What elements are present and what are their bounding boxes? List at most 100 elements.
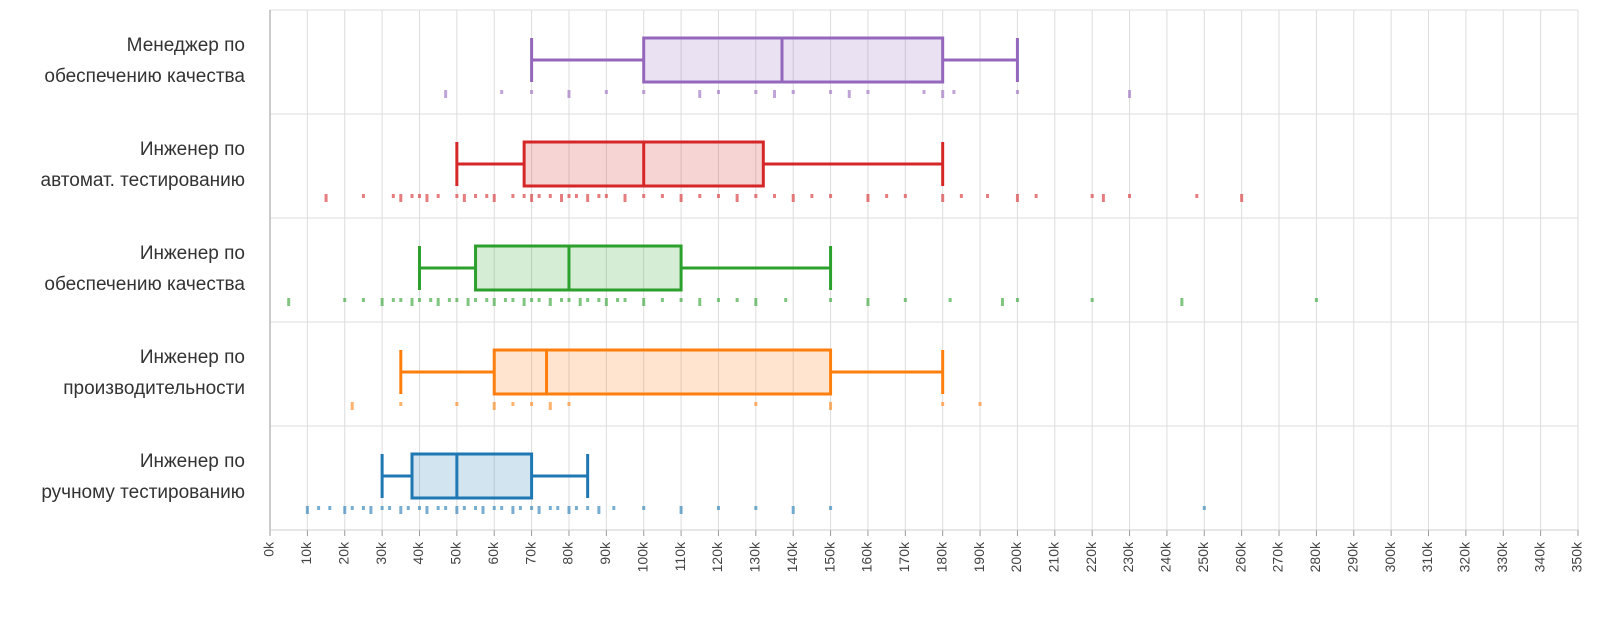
grid-lines xyxy=(269,9,1579,531)
data-point xyxy=(417,194,421,198)
data-point xyxy=(597,298,601,302)
data-point xyxy=(1128,194,1132,198)
series-3 xyxy=(350,348,982,410)
x-tick-label: 130k xyxy=(747,541,763,572)
data-point xyxy=(537,506,541,514)
data-point xyxy=(417,506,421,510)
data-point xyxy=(1034,194,1038,198)
category-label: Инженер по xyxy=(140,451,245,472)
x-tick-label: 140k xyxy=(784,541,800,572)
data-point xyxy=(429,298,433,302)
data-point xyxy=(474,298,478,302)
category-label: производительности xyxy=(63,378,245,399)
data-point xyxy=(773,194,777,198)
x-tick-label: 190k xyxy=(971,541,987,572)
category-label: Инженер по xyxy=(140,347,245,368)
data-point xyxy=(642,506,646,510)
data-point xyxy=(948,298,952,302)
data-point xyxy=(492,194,496,202)
data-point xyxy=(952,90,956,94)
data-point xyxy=(324,194,328,202)
x-tick-label: 170k xyxy=(896,541,912,572)
data-point xyxy=(866,298,870,306)
data-point xyxy=(941,194,945,202)
data-point xyxy=(492,402,496,410)
data-point xyxy=(791,194,795,202)
data-point xyxy=(388,506,392,510)
data-point xyxy=(537,194,541,198)
data-point xyxy=(567,298,571,302)
data-point xyxy=(399,402,403,406)
category-rows xyxy=(287,36,1318,514)
category-label: Инженер по xyxy=(140,243,245,264)
iqr-box xyxy=(410,452,534,500)
data-point xyxy=(380,506,384,510)
series-2 xyxy=(287,244,1318,306)
category-label: ручному тестированию xyxy=(41,482,245,503)
data-point xyxy=(417,298,421,302)
data-point xyxy=(462,194,466,202)
data-point xyxy=(444,506,448,510)
x-tick-label: 270k xyxy=(1270,541,1286,572)
data-point xyxy=(754,298,758,306)
category-label: Менеджер по xyxy=(127,35,245,56)
data-point xyxy=(548,506,552,510)
data-point xyxy=(574,506,578,510)
data-point xyxy=(1000,298,1004,306)
data-point xyxy=(586,298,590,302)
x-tick-label: 90k xyxy=(597,541,613,565)
x-tick-label: 250k xyxy=(1195,541,1211,572)
data-point xyxy=(1180,298,1184,306)
data-point xyxy=(1015,298,1019,302)
data-point xyxy=(623,298,627,302)
x-tick-label: 70k xyxy=(522,541,538,565)
data-point xyxy=(941,402,945,406)
data-point xyxy=(305,506,309,514)
data-point xyxy=(399,194,403,202)
data-point xyxy=(612,506,616,510)
category-labels: Менеджер по обеспечению качества Инженер п… xyxy=(41,35,246,503)
data-point xyxy=(642,194,646,198)
data-point xyxy=(586,506,590,510)
data-point xyxy=(829,90,833,94)
data-point xyxy=(959,194,963,198)
x-tick-label: 350k xyxy=(1569,541,1585,572)
data-point xyxy=(1128,90,1132,98)
data-point xyxy=(537,298,541,302)
data-point xyxy=(829,506,833,510)
x-tick-label: 150k xyxy=(821,541,837,572)
category-label: обеспечению качества xyxy=(44,274,245,295)
x-tick-label: 230k xyxy=(1120,541,1136,572)
data-point xyxy=(391,194,395,198)
data-point xyxy=(847,90,851,98)
data-point xyxy=(492,298,496,306)
data-point xyxy=(1090,194,1094,198)
x-tick-label: 340k xyxy=(1531,541,1547,572)
data-point xyxy=(559,194,563,202)
data-point xyxy=(425,506,429,514)
data-point xyxy=(511,298,515,302)
x-tick-label: 0k xyxy=(261,541,277,557)
data-point xyxy=(511,506,515,514)
data-point xyxy=(522,298,526,306)
data-point xyxy=(410,194,414,198)
x-tick-label: 120k xyxy=(709,541,725,572)
data-point xyxy=(436,194,440,198)
data-point xyxy=(679,298,683,302)
data-point xyxy=(642,298,646,306)
data-point xyxy=(866,194,870,202)
x-tick-label: 80k xyxy=(560,541,576,565)
data-point xyxy=(567,402,571,406)
data-point xyxy=(754,90,758,94)
iqr-box xyxy=(642,36,945,84)
data-point xyxy=(1240,194,1244,202)
data-point xyxy=(530,90,534,94)
data-point xyxy=(474,506,478,510)
data-point xyxy=(391,298,395,302)
data-point xyxy=(716,298,720,302)
data-point xyxy=(548,298,552,306)
data-point xyxy=(586,194,590,202)
data-point xyxy=(444,90,448,98)
series-4 xyxy=(305,452,1206,514)
data-point xyxy=(1202,506,1206,510)
